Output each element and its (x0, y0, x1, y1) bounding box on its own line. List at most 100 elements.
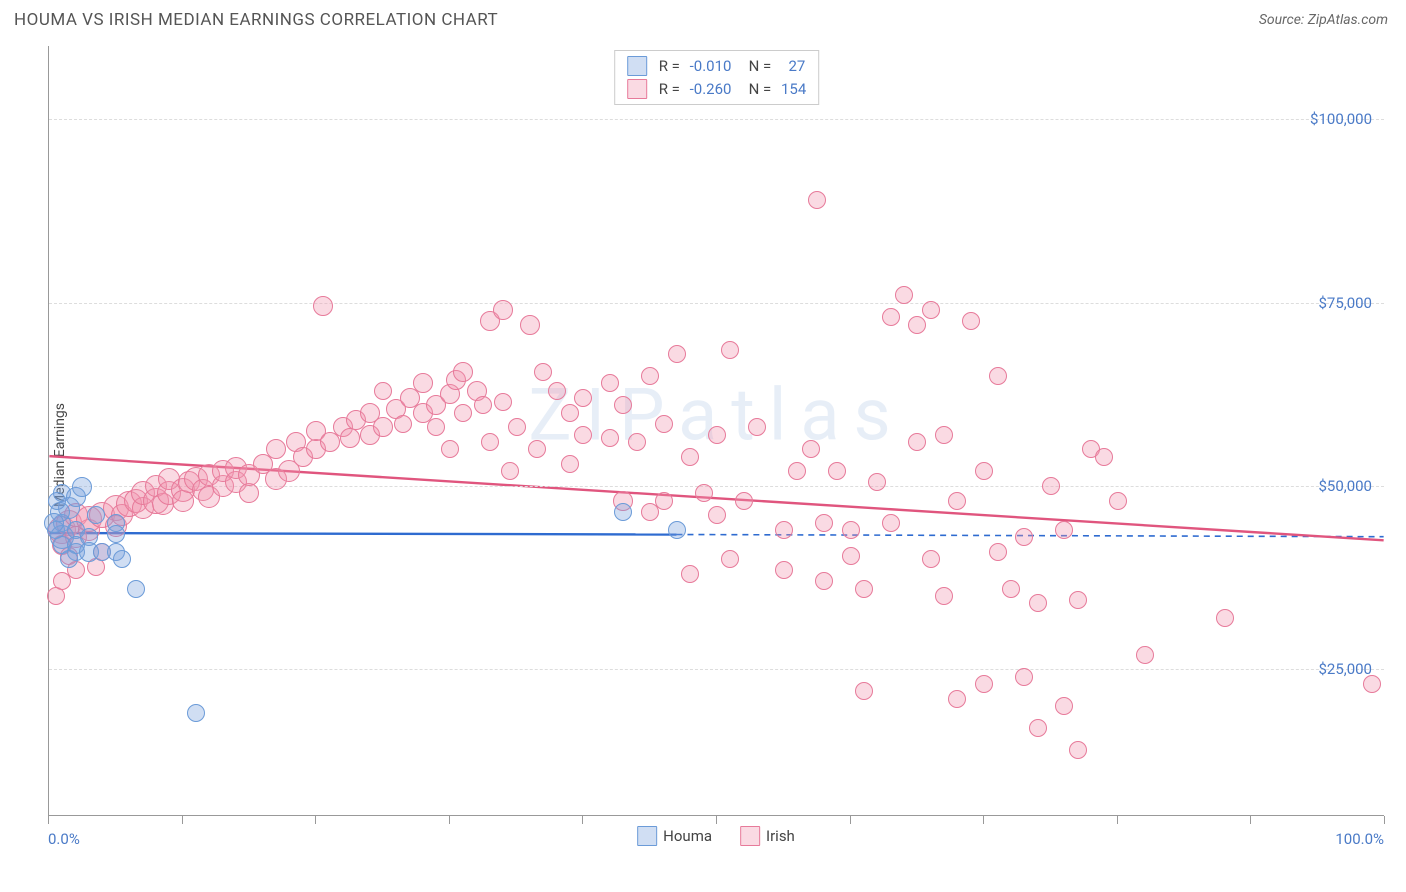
legend-item-houma: Houma (637, 826, 712, 846)
irish-point (474, 396, 492, 414)
stats-legend-box: R = -0.010 N = 27R = -0.260 N = 154 (614, 50, 820, 105)
irish-point (775, 521, 793, 539)
irish-point (802, 440, 820, 458)
irish-point (373, 417, 393, 437)
irish-point (574, 426, 592, 444)
houma-point (614, 503, 632, 521)
houma-swatch-icon (637, 826, 657, 846)
stats-n-value: 154 (781, 78, 806, 101)
irish-point (548, 382, 566, 400)
stats-n-label: N = (737, 55, 775, 78)
houma-point (72, 477, 92, 497)
irish-point (1069, 741, 1087, 759)
x-tick (48, 816, 49, 824)
irish-point (721, 341, 739, 359)
irish-point (1069, 591, 1087, 609)
irish-point (808, 191, 826, 209)
irish-point (501, 462, 519, 480)
irish-point (855, 682, 873, 700)
x-axis-max-label: 100.0% (1335, 830, 1384, 848)
irish-point (413, 373, 433, 393)
irish-point (708, 506, 726, 524)
houma-point (107, 525, 125, 543)
irish-point (427, 418, 445, 436)
x-tick (182, 816, 183, 824)
x-tick (716, 816, 717, 824)
irish-point (815, 572, 833, 590)
irish-point (601, 429, 619, 447)
irish-point (748, 418, 766, 436)
irish-point (935, 587, 953, 605)
gridline (49, 303, 1384, 304)
irish-point (266, 439, 286, 459)
irish-point (855, 580, 873, 598)
irish-point (922, 550, 940, 568)
irish-point (1055, 697, 1073, 715)
x-tick (315, 816, 316, 824)
irish-point (1109, 492, 1127, 510)
houma-swatch-icon (627, 56, 647, 76)
irish-point (1136, 646, 1154, 664)
source-label: Source: ZipAtlas.com (1259, 12, 1388, 28)
x-tick (1117, 816, 1118, 824)
irish-point (561, 455, 579, 473)
irish-point (908, 316, 926, 334)
irish-point (239, 483, 259, 503)
irish-point (528, 440, 546, 458)
irish-point (882, 514, 900, 532)
houma-point (87, 506, 105, 524)
chart-container: Median Earnings ZIPatlas R = -0.010 N = … (0, 36, 1406, 874)
irish-swatch-icon (740, 826, 760, 846)
series-legend: Houma Irish (637, 826, 795, 846)
irish-point (574, 389, 592, 407)
x-axis-min-label: 0.0% (48, 830, 80, 848)
irish-point (561, 404, 579, 422)
chart-title: HOUMA VS IRISH MEDIAN EARNINGS CORRELATI… (14, 10, 498, 30)
stats-n-value: 27 (781, 55, 805, 78)
irish-point (520, 315, 540, 335)
legend-label: Houma (663, 827, 712, 845)
irish-point (1055, 521, 1073, 539)
irish-point (842, 521, 860, 539)
houma-point (127, 580, 145, 598)
irish-point (935, 426, 953, 444)
irish-point (1042, 477, 1060, 495)
irish-point (681, 565, 699, 583)
irish-point (948, 492, 966, 510)
irish-point (775, 561, 793, 579)
irish-point (481, 433, 499, 451)
houma-point (668, 521, 686, 539)
irish-point (374, 382, 392, 400)
irish-point (962, 312, 980, 330)
irish-point (494, 393, 512, 411)
irish-point (815, 514, 833, 532)
irish-point (493, 300, 513, 320)
legend-label: Irish (766, 827, 795, 845)
irish-point (453, 362, 473, 382)
irish-point (628, 433, 646, 451)
houma-point (44, 513, 64, 533)
irish-point (1015, 528, 1033, 546)
stats-r-value: -0.010 (690, 55, 732, 78)
stats-r-label: R = (659, 55, 684, 78)
irish-point (1363, 675, 1381, 693)
irish-point (948, 690, 966, 708)
stats-row: R = -0.010 N = 27 (627, 55, 807, 78)
x-tick (983, 816, 984, 824)
stats-row: R = -0.260 N = 154 (627, 78, 807, 101)
irish-point (788, 462, 806, 480)
irish-point (655, 492, 673, 510)
irish-point (655, 415, 673, 433)
irish-point (1095, 448, 1113, 466)
stats-r-label: R = (659, 78, 684, 101)
irish-point (975, 462, 993, 480)
irish-point (1029, 719, 1047, 737)
x-axis: 0.0% 100.0% Houma Irish (48, 816, 1384, 874)
x-tick (582, 816, 583, 824)
irish-point (601, 374, 619, 392)
irish-point (708, 426, 726, 444)
irish-point (975, 675, 993, 693)
gridline (49, 669, 1384, 670)
plot-area: ZIPatlas R = -0.010 N = 27R = -0.260 N =… (48, 46, 1384, 816)
irish-point (721, 550, 739, 568)
